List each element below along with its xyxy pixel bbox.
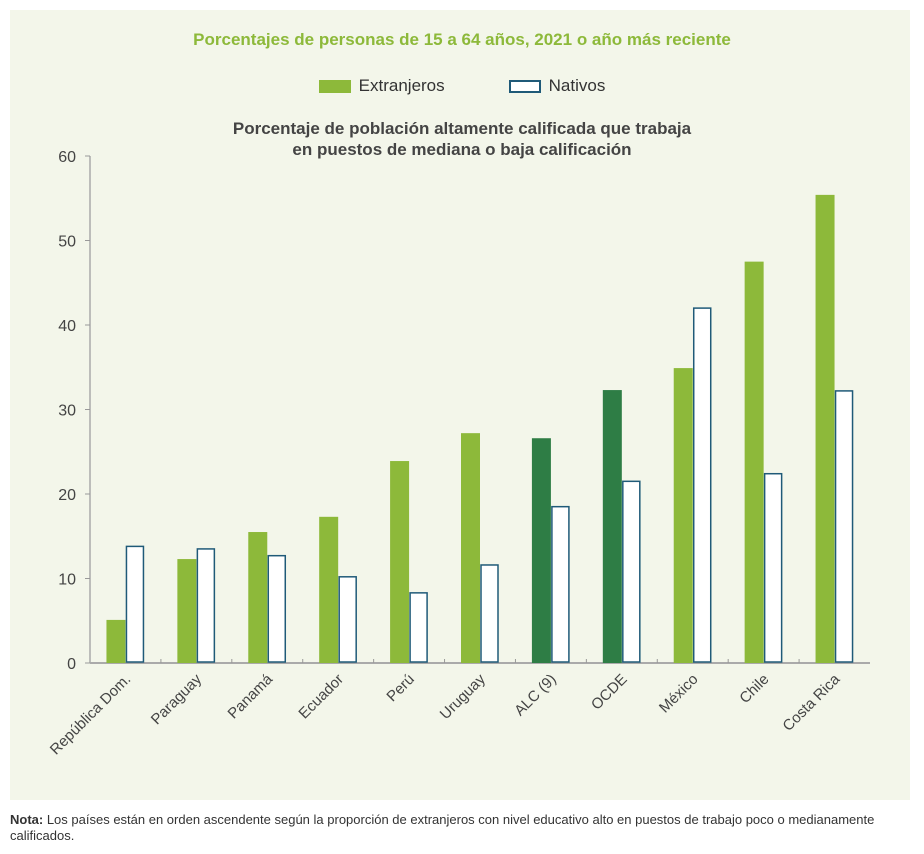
- legend-item-extranjeros: Extranjeros: [318, 76, 445, 96]
- x-tick-label: ALC (9): [511, 671, 560, 720]
- bar-extranjeros: [531, 438, 551, 663]
- x-tick-label: Paraguay: [148, 670, 206, 728]
- y-tick-label: 40: [58, 318, 76, 335]
- chart-title-line-2: en puestos de mediana o baja calificació…: [292, 140, 632, 159]
- legend-swatch-extranjeros: [318, 79, 351, 93]
- x-tick-label: República Dom.: [47, 671, 134, 758]
- bar-nativos: [125, 545, 145, 663]
- bar-nativos: [763, 472, 783, 663]
- bar-nativos: [267, 554, 287, 663]
- bar-extranjeros: [602, 390, 622, 663]
- x-tick-label: Uruguay: [437, 670, 489, 722]
- bar-extranjeros: [390, 461, 410, 663]
- legend-item-nativos: Nativos: [508, 76, 606, 96]
- bar-extranjeros: [248, 532, 268, 663]
- y-tick-label: 20: [58, 487, 76, 504]
- bar-nativos: [480, 564, 499, 663]
- figure-title: Porcentajes de personas de 15 a 64 años,…: [193, 30, 731, 49]
- y-tick-label: 30: [58, 403, 76, 420]
- x-tick-label: Panamá: [225, 670, 277, 722]
- legend: Extranjeros Nativos: [0, 76, 924, 96]
- chart-title: Porcentaje de población altamente califi…: [0, 118, 924, 160]
- x-tick-label: Perú: [383, 671, 417, 705]
- x-tick-label: Costa Rica: [779, 670, 843, 734]
- legend-label-extranjeros: Extranjeros: [358, 76, 445, 95]
- bar-extranjeros: [744, 261, 764, 663]
- bar-extranjeros: [815, 194, 835, 663]
- legend-label-nativos: Nativos: [548, 76, 606, 95]
- chart-title-line-1: Porcentaje de población altamente califi…: [232, 119, 692, 138]
- bar-nativos: [692, 307, 712, 663]
- bar-extranjeros: [106, 619, 126, 663]
- x-tick-label: OCDE: [588, 671, 631, 714]
- y-tick-label: 50: [58, 234, 76, 251]
- bar-extranjeros: [177, 559, 197, 663]
- footnote: Nota: Los países están en orden ascenden…: [10, 812, 915, 844]
- y-tick-label: 60: [58, 149, 76, 166]
- note-text: Los países están en orden ascendente seg…: [10, 812, 875, 843]
- x-tick-label: Chile: [736, 671, 772, 707]
- bar-extranjeros: [319, 516, 339, 663]
- x-tick-label: Ecuador: [295, 671, 347, 723]
- x-tick-label: México: [656, 671, 702, 717]
- bar-nativos: [196, 548, 216, 663]
- bar-nativos: [622, 480, 641, 663]
- y-tick-label: 10: [58, 572, 76, 589]
- bar-nativos: [834, 390, 854, 663]
- legend-swatch-nativos: [508, 79, 541, 93]
- note-label: Nota:: [10, 812, 44, 827]
- y-tick-label: 0: [67, 656, 76, 673]
- bar-nativos: [338, 576, 357, 663]
- bar-extranjeros: [461, 433, 480, 663]
- bar-nativos: [551, 505, 570, 663]
- bar-extranjeros: [673, 368, 693, 663]
- bar-nativos: [409, 592, 428, 663]
